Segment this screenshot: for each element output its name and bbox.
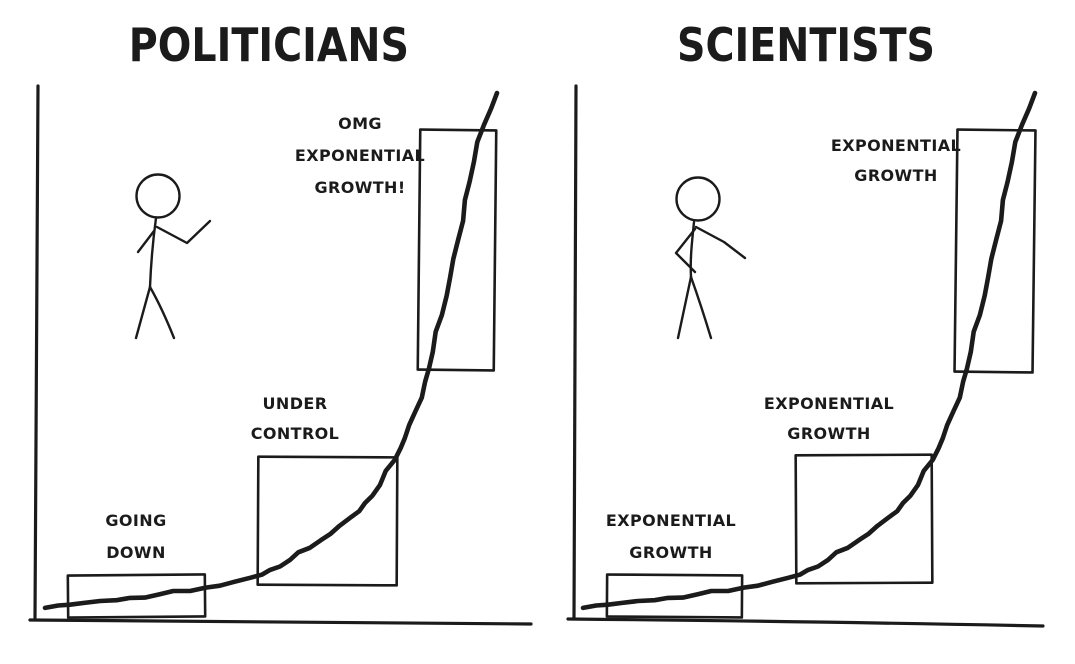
label-line: UNDER <box>262 394 328 413</box>
stick-figure-leg-right <box>689 275 713 340</box>
stick-figure-arm-akimbo <box>674 227 697 274</box>
exp-growth-label-mid: EXPONENTIAL GROWTH <box>749 396 909 456</box>
label-line: GROWTH <box>854 166 938 185</box>
y-axis <box>33 84 40 620</box>
label-line: GOING <box>105 511 167 530</box>
label-line: EXPONENTIAL <box>763 394 895 413</box>
stick-figure-leg-left <box>676 275 693 340</box>
stick-figure-body <box>148 216 158 289</box>
stick-figure <box>674 176 747 340</box>
x-axis <box>28 618 533 626</box>
stick-figure-body <box>689 220 696 279</box>
stick-figure-arm-back <box>136 229 156 254</box>
label-line: GROWTH <box>787 424 871 443</box>
label-line: GROWTH! <box>314 178 406 197</box>
under-control-box <box>256 455 399 587</box>
under-control-label: UNDER CONTROL <box>215 396 375 456</box>
label-line: DOWN <box>106 543 166 562</box>
panel-scientists: SCIENTISTS EXPONENTIAL GROWTH EXPONENTIA… <box>538 0 1075 664</box>
x-axis <box>566 617 1045 628</box>
going-down-label: GOING DOWN <box>56 513 216 577</box>
panel-politicians: POLITICIANS OMG EXPONENTIAL GROWTH! UNDE… <box>0 0 537 664</box>
exp-growth-box-late <box>953 128 1037 374</box>
panel-title-scientists: SCIENTISTS <box>538 18 1075 72</box>
panel-title-text: SCIENTISTS <box>677 18 936 72</box>
politicians-chart <box>28 84 533 626</box>
label-line: CONTROL <box>250 424 340 443</box>
stick-figure-arm-pointing <box>694 225 747 260</box>
stick-figure-arm-pointing <box>155 219 212 245</box>
stick-figure-head <box>675 176 721 222</box>
omg-growth-label: OMG EXPONENTIAL GROWTH! <box>280 116 440 212</box>
y-axis <box>572 84 578 620</box>
omg-growth-box <box>416 128 498 372</box>
exp-growth-box-mid <box>794 453 934 585</box>
growth-curve <box>580 90 1038 611</box>
stick-figure <box>134 173 212 340</box>
stick-figure-head <box>135 173 181 219</box>
label-line: GROWTH <box>629 543 713 562</box>
exp-growth-box-early <box>605 573 744 619</box>
label-line: OMG <box>338 114 382 133</box>
label-line: EXPONENTIAL <box>294 146 426 165</box>
going-down-box <box>66 573 207 619</box>
panel-title-politicians: POLITICIANS <box>0 18 537 72</box>
stick-figure-leg-right <box>148 285 176 340</box>
stick-figure-leg-left <box>134 285 152 340</box>
exp-growth-label-early: EXPONENTIAL GROWTH <box>591 513 751 577</box>
scientists-chart <box>566 84 1045 628</box>
label-line: EXPONENTIAL <box>605 511 737 530</box>
growth-curve <box>42 90 500 611</box>
exp-growth-label-late: EXPONENTIAL GROWTH <box>816 138 976 198</box>
panel-title-text: POLITICIANS <box>128 18 409 72</box>
label-line: EXPONENTIAL <box>830 136 962 155</box>
